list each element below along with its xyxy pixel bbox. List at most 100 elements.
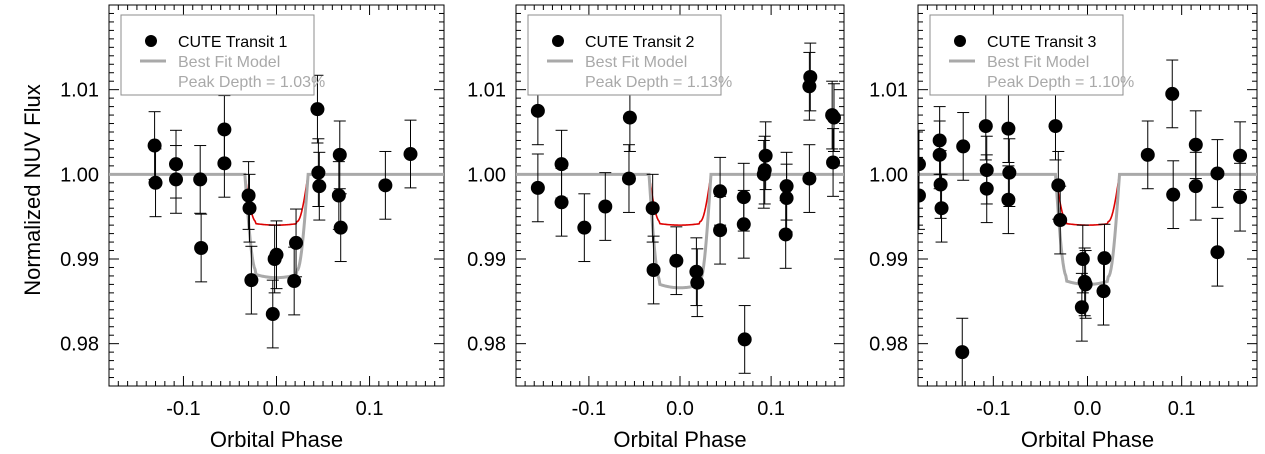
data-point: [756, 167, 771, 182]
x-tick-label: 0.1: [757, 398, 785, 420]
x-tick-label: 0.1: [1168, 398, 1196, 420]
y-tick-label: 1.00: [60, 164, 99, 186]
data-point: [194, 240, 209, 255]
data-point: [333, 220, 348, 235]
y-tick-label: 1.01: [869, 80, 908, 102]
data-point: [530, 103, 545, 118]
data-point: [622, 110, 637, 125]
x-axis-title-panel-2: Orbital Phase: [613, 427, 746, 452]
legend-label-model: Best Fit Model: [987, 54, 1089, 71]
legend-box: [527, 14, 722, 96]
data-point: [1048, 119, 1063, 134]
data-point: [554, 157, 569, 172]
data-point: [530, 180, 545, 195]
legend-label-model: Best Fit Model: [178, 54, 280, 71]
legend-label-data: CUTE Transit 2: [585, 34, 694, 51]
data-point: [979, 181, 994, 196]
y-tick-label: 1.00: [467, 164, 506, 186]
y-tick-label: 1.01: [60, 80, 99, 102]
legend-label-depth: Peak Depth = 1.13%: [585, 74, 732, 91]
legend-label-data: CUTE Transit 1: [178, 34, 287, 51]
data-point: [802, 79, 817, 94]
best-fit-model-curve: [516, 172, 844, 290]
data-point: [713, 184, 728, 199]
data-point: [645, 201, 660, 216]
data-point: [1188, 179, 1203, 194]
data-point: [955, 345, 970, 360]
data-point: [621, 171, 636, 186]
data-point: [690, 275, 705, 290]
data-point: [265, 307, 280, 322]
data-point: [1166, 187, 1181, 202]
legend: CUTE Transit 1 Best Fit Model Peak Depth =…: [120, 14, 325, 96]
data-point: [1233, 148, 1248, 163]
data-point: [1078, 277, 1093, 292]
x-tick-label: 0.1: [356, 398, 384, 420]
data-point: [978, 119, 993, 134]
data-point: [1096, 284, 1111, 299]
data-point: [1053, 213, 1068, 228]
data-point: [1140, 147, 1155, 162]
chart-panel-1: -0.1 0.0 0.1 1.01 1.00 0.99 0.98 CUTE Transit 1…: [60, 4, 445, 420]
data-point: [169, 172, 183, 187]
data-point: [646, 263, 661, 278]
data-point: [241, 188, 256, 203]
data-point: [287, 274, 302, 289]
data-point: [956, 139, 971, 154]
y-tick-label: 1.01: [467, 80, 506, 102]
data-point: [148, 175, 163, 190]
x-tick-label: 0.0: [666, 398, 694, 420]
x-tick-label: 0.0: [263, 398, 291, 420]
x-tick-label: -0.1: [166, 398, 200, 420]
data-series: [918, 59, 1248, 386]
x-tick-label: 0.0: [1074, 398, 1102, 420]
data-point: [310, 102, 325, 117]
legend-marker-data: [954, 35, 966, 47]
x-tick-label: -0.1: [976, 398, 1010, 420]
data-point: [1001, 121, 1016, 136]
data-point: [554, 195, 569, 210]
data-point: [331, 188, 346, 203]
data-point: [669, 253, 684, 268]
legend-label-depth: Peak Depth = 1.10%: [987, 74, 1134, 91]
y-tick-label: 0.98: [869, 334, 908, 356]
data-point: [1097, 251, 1112, 266]
data-point: [289, 235, 304, 250]
data-point: [242, 201, 257, 216]
y-tick-label: 0.98: [467, 334, 506, 356]
data-point: [577, 220, 592, 235]
y-tick-label: 1.00: [869, 164, 908, 186]
chart-panel-2: -0.1 0.0 0.1 1.01 1.00 0.99 0.98 CUTE Transit 2…: [467, 4, 845, 420]
data-point: [778, 227, 793, 242]
x-axis-title-panel-1: Orbital Phase: [210, 427, 343, 452]
data-point: [826, 110, 841, 125]
legend-box: [929, 14, 1124, 96]
x-axis-title-panel-3: Orbital Phase: [1021, 427, 1154, 452]
data-point: [332, 147, 347, 162]
legend-marker-data: [552, 35, 564, 47]
legend-box: [120, 14, 315, 96]
data-point: [1075, 252, 1090, 266]
data-point: [713, 223, 728, 238]
data-point: [918, 157, 926, 172]
legend-label-data: CUTE Transit 3: [987, 34, 1096, 51]
data-point: [1051, 178, 1066, 193]
model-curves: [516, 172, 844, 290]
y-axis-title: Normalized NUV Flux: [20, 84, 45, 296]
data-series: [147, 74, 418, 349]
data-point: [1233, 190, 1248, 205]
data-point: [269, 247, 284, 262]
legend: CUTE Transit 3 Best Fit Model Peak Depth =…: [929, 14, 1134, 96]
data-point: [1165, 86, 1180, 101]
data-point: [802, 171, 817, 186]
x-tick-label: -0.1: [572, 398, 606, 420]
legend-marker-data: [145, 35, 157, 47]
data-point: [378, 178, 393, 193]
data-point: [1002, 165, 1017, 180]
model-curves: [918, 172, 1257, 286]
data-point: [403, 147, 418, 162]
data-point: [311, 165, 326, 180]
data-series: [530, 42, 841, 374]
data-point: [758, 148, 773, 163]
